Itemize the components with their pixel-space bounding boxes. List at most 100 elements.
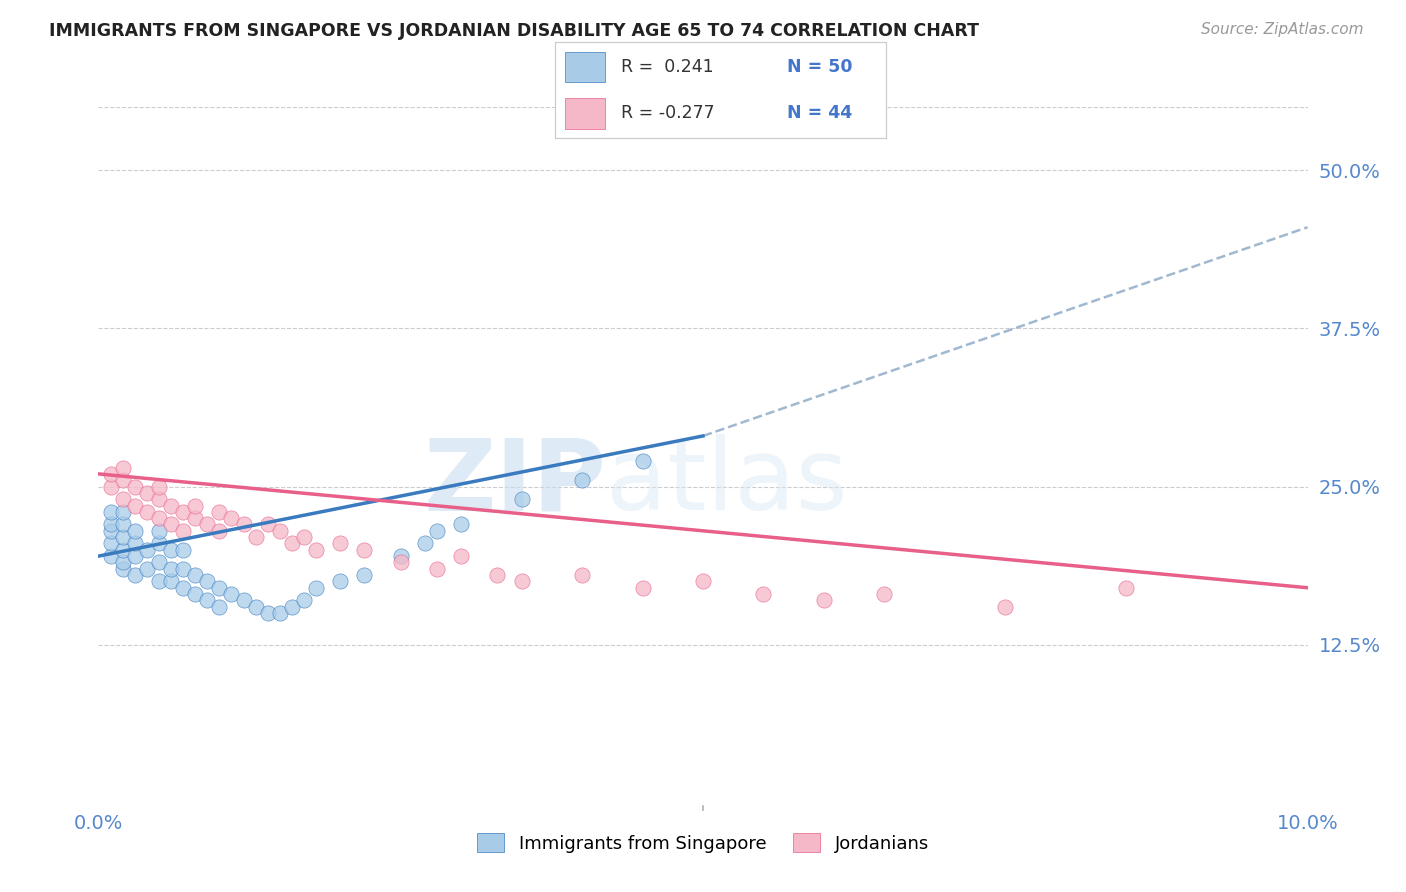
Point	[221, 511, 243, 525]
Point	[160, 499, 183, 513]
Point	[873, 587, 896, 601]
Point	[305, 581, 328, 595]
Point	[353, 568, 375, 582]
Point	[160, 562, 183, 576]
Point	[256, 606, 278, 620]
Point	[100, 467, 122, 481]
Point	[208, 581, 231, 595]
Legend: Immigrants from Singapore, Jordanians: Immigrants from Singapore, Jordanians	[470, 826, 936, 860]
Point	[148, 479, 170, 493]
Text: N = 50: N = 50	[787, 58, 852, 76]
Point	[305, 542, 328, 557]
Point	[208, 505, 231, 519]
Point	[232, 593, 254, 607]
Point	[148, 524, 170, 538]
Point	[292, 593, 315, 607]
Point	[111, 562, 134, 576]
Text: Source: ZipAtlas.com: Source: ZipAtlas.com	[1201, 22, 1364, 37]
Point	[413, 536, 436, 550]
Point	[269, 606, 291, 620]
Point	[571, 473, 593, 487]
Point	[148, 556, 170, 570]
Point	[329, 536, 352, 550]
Point	[692, 574, 714, 589]
Point	[752, 587, 775, 601]
Point	[195, 574, 218, 589]
Point	[172, 542, 194, 557]
Point	[184, 499, 207, 513]
Point	[148, 536, 170, 550]
Point	[510, 492, 533, 507]
FancyBboxPatch shape	[565, 98, 605, 128]
Point	[184, 511, 207, 525]
Point	[184, 587, 207, 601]
Point	[135, 562, 157, 576]
Point	[426, 524, 449, 538]
Point	[135, 486, 157, 500]
Point	[100, 505, 122, 519]
Point	[172, 581, 194, 595]
Point	[124, 499, 146, 513]
Point	[1115, 581, 1137, 595]
Point	[486, 568, 509, 582]
Point	[389, 549, 412, 563]
Point	[111, 542, 134, 557]
Point	[281, 536, 304, 550]
Point	[510, 574, 533, 589]
Point	[571, 568, 593, 582]
Point	[221, 587, 243, 601]
Point	[232, 517, 254, 532]
Point	[111, 517, 134, 532]
Text: ZIP: ZIP	[423, 434, 606, 532]
Point	[111, 460, 134, 475]
Point	[208, 599, 231, 614]
Point	[111, 530, 134, 544]
Point	[195, 593, 218, 607]
Text: atlas: atlas	[606, 434, 848, 532]
Point	[111, 473, 134, 487]
Point	[172, 562, 194, 576]
Point	[135, 542, 157, 557]
FancyBboxPatch shape	[565, 52, 605, 82]
Point	[172, 505, 194, 519]
Point	[111, 505, 134, 519]
Point	[631, 454, 654, 468]
Point	[426, 562, 449, 576]
Point	[111, 556, 134, 570]
Point	[389, 556, 412, 570]
Point	[245, 599, 267, 614]
Point	[100, 549, 122, 563]
Point	[100, 479, 122, 493]
Point	[111, 492, 134, 507]
Point	[184, 568, 207, 582]
Point	[329, 574, 352, 589]
Text: R = -0.277: R = -0.277	[621, 104, 716, 122]
Point	[269, 524, 291, 538]
Point	[160, 542, 183, 557]
Point	[208, 524, 231, 538]
Point	[124, 479, 146, 493]
Point	[160, 574, 183, 589]
Point	[148, 511, 170, 525]
Point	[172, 524, 194, 538]
Point	[148, 492, 170, 507]
Text: N = 44: N = 44	[787, 104, 852, 122]
Point	[292, 530, 315, 544]
Point	[353, 542, 375, 557]
Text: IMMIGRANTS FROM SINGAPORE VS JORDANIAN DISABILITY AGE 65 TO 74 CORRELATION CHART: IMMIGRANTS FROM SINGAPORE VS JORDANIAN D…	[49, 22, 979, 40]
Point	[813, 593, 835, 607]
Point	[245, 530, 267, 544]
Point	[100, 517, 122, 532]
Point	[195, 517, 218, 532]
Point	[124, 524, 146, 538]
Point	[124, 568, 146, 582]
Point	[148, 574, 170, 589]
Point	[256, 517, 278, 532]
Point	[631, 581, 654, 595]
Point	[450, 549, 472, 563]
Point	[281, 599, 304, 614]
Point	[124, 549, 146, 563]
Point	[994, 599, 1017, 614]
Point	[100, 536, 122, 550]
Point	[450, 517, 472, 532]
